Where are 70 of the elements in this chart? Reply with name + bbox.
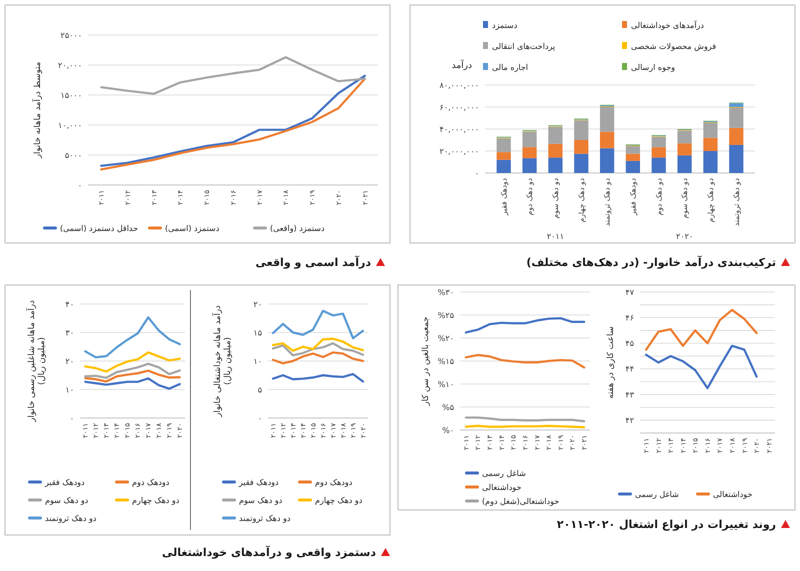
legend-label: دودهک فقیر: [44, 478, 86, 487]
y-tick-label: ۴۵: [625, 339, 634, 348]
y-tick-label: ۰: [70, 414, 74, 423]
legend-label: شاغل رسمی: [482, 468, 526, 478]
legend-label: دو دهک ثروتمند: [45, 514, 97, 523]
y-tick-label: %۱۵: [438, 356, 454, 366]
legend-label: دستمزد: [492, 20, 518, 30]
text: دستمزد واقعی و درآمدهای خوداشتغالی: [162, 544, 376, 559]
text: ۲۰۱۱: [546, 232, 564, 241]
y-tick-label: ۴۲: [625, 416, 634, 425]
text: درآمد اسمی و واقعی: [256, 254, 372, 269]
y-tick-label: %۱۰: [438, 380, 454, 389]
y-axis-title: درآمد ماهانه خوداشتغالی خانوار (میلیون ریال): [212, 305, 234, 418]
y-tick-label: ۱۵۰۰۰: [60, 90, 82, 100]
text: روند تغییرات در انواع اشتغال ۲۰۲۰-۲۰۱۱: [556, 518, 776, 531]
y-tick-label: ۰: [258, 414, 262, 423]
y-tick-label: ۱۰: [65, 385, 74, 394]
y-axis-title: ساعت کاری در هفته: [606, 326, 616, 399]
y-axis-title: متوسط درآمد ماهانه خانوار: [32, 62, 43, 160]
y-tick-label: %۲۵: [438, 310, 454, 320]
legend-label: فروش محصولات شخصی: [631, 42, 716, 51]
text: ترکیب‌بندی درآمد خانوار- (در دهک‌های مختلف): [526, 254, 776, 269]
legend-label: خوداشتغالی: [713, 490, 752, 499]
y-tick-label: ۲۰: [65, 356, 74, 366]
legend-label: دستمزد (واقعی): [270, 224, 325, 233]
y-tick-label: ۴۴: [625, 364, 634, 374]
y-tick-label: ۶۰,۰۰۰,۰۰۰: [440, 102, 479, 112]
legend-label: دو دهک چهارم: [315, 496, 363, 505]
legend-label: دودهک دوم: [132, 478, 170, 487]
y-axis-title: درآمد ماهانه شاغلین رسمی خانوار (میلیون ریال): [26, 300, 48, 423]
y-axis-title: درآمد: [452, 59, 472, 71]
legend-label: دودهک فقیر: [238, 478, 280, 487]
y-tick-label: ۲۰,۰۰۰: [58, 60, 82, 70]
legend-label: اجاره مالی: [492, 62, 528, 72]
legend-label: دو دهک سوم: [45, 496, 89, 505]
y-tick-label: ۰: [78, 180, 82, 190]
legend-label: دستمزد (اسمی): [165, 224, 220, 233]
legend-label: درآمدهای خوداشتغالی: [631, 20, 704, 30]
legend-label: دودهک دوم: [315, 478, 353, 487]
legend-label: خوداشتغالی: [482, 482, 522, 492]
y-tick-label: ۴۷: [625, 288, 635, 297]
y-tick-label: ۸۰,۰۰۰,۰۰۰: [440, 80, 479, 90]
y-tick-label: ۱۰,۰۰۰: [58, 120, 82, 130]
y-tick-label: ۲۰,۰۰۰,۰۰۰: [440, 146, 479, 156]
legend-label: دو دهک سوم: [239, 496, 283, 505]
legend-label: خوداشتغالی(شغل دوم): [482, 496, 560, 506]
y-tick-label: %۳۰: [438, 288, 454, 297]
y-tick-label: ۱۰: [253, 356, 262, 366]
y-tick-label: ۳۰: [65, 328, 74, 338]
y-tick-label: ۴۰: [65, 300, 74, 309]
legend-label: شاغل رسمی: [635, 490, 680, 499]
y-axis-title: جمعیت بالغین در سن کار: [421, 316, 431, 406]
legend-label: پرداخت‌های انتقالی: [492, 42, 556, 51]
text: ۲۰۲۰: [676, 232, 694, 241]
legend-label: دو دهک چهارم: [132, 496, 180, 505]
y-tick-label: ۴۳: [625, 390, 635, 400]
y-tick-label: ۱۵: [253, 328, 262, 338]
y-tick-label: ۵: [258, 385, 262, 394]
legend-label: دو دهک ثروتمند: [239, 514, 291, 523]
y-tick-label: ۴۶: [625, 313, 634, 322]
y-tick-label: ۲۰: [253, 300, 262, 309]
y-tick-label: ۰: [474, 168, 479, 178]
y-tick-label: ۲۵۰۰۰: [60, 30, 82, 40]
legend-label: حداقل دستمزد (اسمی): [60, 224, 138, 233]
y-tick-label: %۲۰: [438, 334, 454, 343]
y-tick-label: ۴۰,۰۰۰,۰۰۰: [440, 124, 479, 134]
y-tick-label: ۵۰۰۰: [64, 150, 82, 160]
y-tick-label: %۰: [442, 426, 454, 435]
legend-label: وجوه ارسالی: [631, 62, 676, 72]
y-tick-label: %۵: [442, 402, 454, 412]
